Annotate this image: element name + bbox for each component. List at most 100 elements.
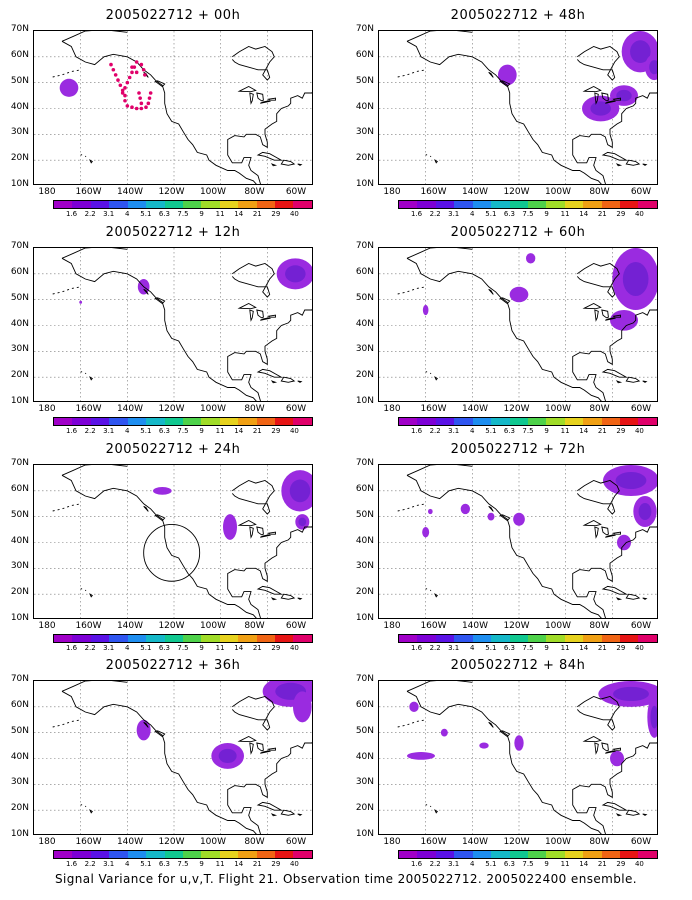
graticule xyxy=(34,248,312,401)
colorbar-label: 40 xyxy=(634,427,644,435)
signal-region-core xyxy=(616,89,632,102)
colorbar-label: 29 xyxy=(271,644,281,652)
longitude-label: 100W xyxy=(544,837,572,847)
colorbar-label: 2.2 xyxy=(84,860,96,868)
longitude-label: 80W xyxy=(244,837,265,847)
colorbar-label: 6.3 xyxy=(158,427,170,435)
panel-title: 2005022712 + 24h xyxy=(105,442,241,457)
colorbar-swatch xyxy=(583,851,602,858)
longitude-label: 180 xyxy=(38,187,56,197)
latitude-label: 30N xyxy=(10,777,29,788)
colorbar-swatch xyxy=(182,201,202,208)
colorbar-label: 6.3 xyxy=(158,644,170,652)
colorbar-swatch xyxy=(583,635,602,642)
longitude-label: 60W xyxy=(630,837,652,847)
colorbar-swatch xyxy=(146,201,165,208)
signal-variance-regions xyxy=(79,258,312,304)
longitude-label: 160W xyxy=(420,187,447,197)
latitude-label: 10N xyxy=(10,396,29,406)
flight-track-point xyxy=(146,101,151,106)
longitude-label: 60W xyxy=(285,404,307,414)
colorbar-label: 5.1 xyxy=(485,210,497,218)
flight-track-point xyxy=(123,86,127,90)
colorbar-label: 4 xyxy=(470,644,475,652)
signal-region xyxy=(223,514,237,540)
colorbar-label: 6.3 xyxy=(503,427,515,435)
colorbar-swatch xyxy=(601,418,621,425)
coastlines xyxy=(397,31,657,184)
signal-region-core xyxy=(649,60,657,75)
longitude-label: 180 xyxy=(38,404,56,414)
colorbar-label: 1.6 xyxy=(410,644,423,652)
longitude-label: 60W xyxy=(285,187,307,197)
colorbar-swatch xyxy=(146,635,165,642)
colorbar-swatch xyxy=(164,851,183,858)
latitude-label: 30N xyxy=(355,777,374,788)
flight-track-point xyxy=(134,70,139,75)
colorbar-label: 9 xyxy=(199,427,204,435)
flight-track-point xyxy=(116,78,120,82)
colorbar-swatch xyxy=(293,851,312,858)
colorbar-swatch xyxy=(546,418,565,425)
longitude-label: 120W xyxy=(503,404,530,414)
colorbar-label: 2.2 xyxy=(429,644,441,652)
colorbar-label: 14 xyxy=(579,427,589,435)
signal-region-core xyxy=(298,517,307,527)
signal-variance-regions xyxy=(136,681,312,769)
latitude-label: 40N xyxy=(10,318,29,329)
signal-region xyxy=(153,486,172,495)
signal-region xyxy=(526,253,536,264)
colorbar-swatch xyxy=(620,201,639,208)
signal-variance-regions xyxy=(153,470,312,540)
signal-region-core xyxy=(285,265,306,283)
longitude-label: 160W xyxy=(75,621,102,631)
latitude-label: 20N xyxy=(355,587,374,598)
latitude-label: 60N xyxy=(355,483,374,494)
flight-track-point xyxy=(127,75,132,80)
colorbar-swatch xyxy=(417,418,436,425)
longitude-label: 60W xyxy=(630,404,652,414)
colorbar-swatch xyxy=(219,418,239,425)
longitude-label: 180 xyxy=(383,837,401,847)
latitude-label: 20N xyxy=(10,803,29,814)
longitude-label: 60W xyxy=(285,837,307,847)
colorbar-label: 5.1 xyxy=(485,644,497,652)
colorbar-label: 4 xyxy=(470,860,475,868)
colorbar-label: 11 xyxy=(215,427,225,435)
latitude-label: 20N xyxy=(355,370,374,381)
colorbar-swatch xyxy=(601,201,621,208)
colorbar-label: 3.1 xyxy=(103,427,115,435)
signal-region xyxy=(440,728,448,737)
colorbar-label: 14 xyxy=(234,210,244,218)
colorbar xyxy=(398,634,658,643)
signal-region xyxy=(407,752,435,760)
colorbar-swatch xyxy=(182,418,202,425)
longitude-label: 100W xyxy=(199,621,227,631)
latitude-label: 60N xyxy=(355,699,374,710)
latitude-label: 10N xyxy=(355,829,374,839)
colorbar-label: 29 xyxy=(271,427,281,435)
colorbar-label: 7.5 xyxy=(177,210,189,218)
colorbar-swatch xyxy=(164,418,183,425)
colorbar-label: 3.1 xyxy=(448,860,460,868)
colorbar-label: 7.5 xyxy=(177,860,189,868)
graticule xyxy=(34,681,312,834)
colorbar-swatch xyxy=(182,635,202,642)
signal-region xyxy=(509,286,529,303)
colorbar-label: 40 xyxy=(634,644,644,652)
map-canvas xyxy=(34,248,312,401)
colorbar-swatch xyxy=(54,851,73,858)
colorbar-swatch xyxy=(638,201,657,208)
colorbar-swatch xyxy=(293,201,312,208)
colorbar-swatch xyxy=(564,635,584,642)
colorbar-label: 6.3 xyxy=(158,210,170,218)
latitude-label: 10N xyxy=(355,396,374,406)
flight-track-point xyxy=(137,91,141,95)
colorbar-swatch xyxy=(454,201,473,208)
longitude-label: 140W xyxy=(461,187,489,197)
panel-title: 2005022712 + 12h xyxy=(105,225,241,240)
latitude-label: 30N xyxy=(10,127,29,138)
colorbar-label: 14 xyxy=(579,644,589,652)
colorbar-label: 4 xyxy=(470,210,475,218)
panel-title: 2005022712 + 00h xyxy=(105,8,241,23)
